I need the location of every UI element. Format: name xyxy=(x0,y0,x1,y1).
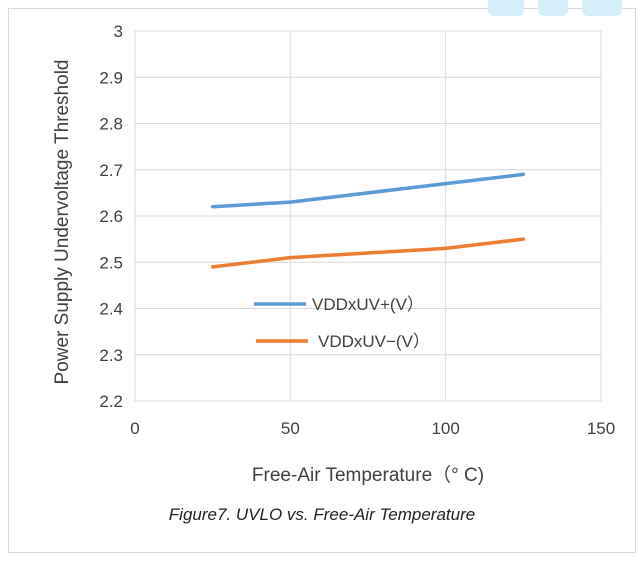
y-tick-label: 2.5 xyxy=(99,253,123,272)
legend-label-2: VDDxUV−(V） xyxy=(318,332,430,351)
y-tick-label: 2.4 xyxy=(99,300,123,319)
series-1-point xyxy=(444,182,448,186)
series-2-point xyxy=(288,256,292,260)
x-axis-title: Free-Air Temperature（° C) xyxy=(252,464,484,486)
x-tick-label: 150 xyxy=(587,419,615,438)
y-tick-label: 2.9 xyxy=(99,68,123,87)
series-1-point xyxy=(211,205,215,209)
y-tick-label: 2.8 xyxy=(99,115,123,134)
x-tick-label: 50 xyxy=(281,419,300,438)
watermark-graphic xyxy=(470,0,644,18)
y-tick-label: 2.7 xyxy=(99,161,123,180)
y-tick-label: 3 xyxy=(114,22,123,41)
series-1-point xyxy=(521,172,525,176)
series-2-point xyxy=(211,265,215,269)
legend-label-1: VDDxUV+(V） xyxy=(312,295,424,314)
series-2-point xyxy=(521,237,525,241)
series-line-2 xyxy=(210,237,526,269)
x-tick-label: 0 xyxy=(130,419,139,438)
series-line-1 xyxy=(210,172,526,209)
chart-frame xyxy=(8,8,636,553)
y-axis-title: Power Supply Undervoltage Threshold xyxy=(52,60,73,385)
series-2-point xyxy=(444,246,448,250)
y-tick-label: 2.6 xyxy=(99,207,123,226)
y-tick-label: 2.3 xyxy=(99,346,123,365)
y-tick-label: 2.2 xyxy=(99,392,123,411)
x-tick-label: 100 xyxy=(431,419,459,438)
series-1-point xyxy=(288,200,292,204)
figure-caption: Figure7. UVLO vs. Free-Air Temperature xyxy=(168,505,476,524)
